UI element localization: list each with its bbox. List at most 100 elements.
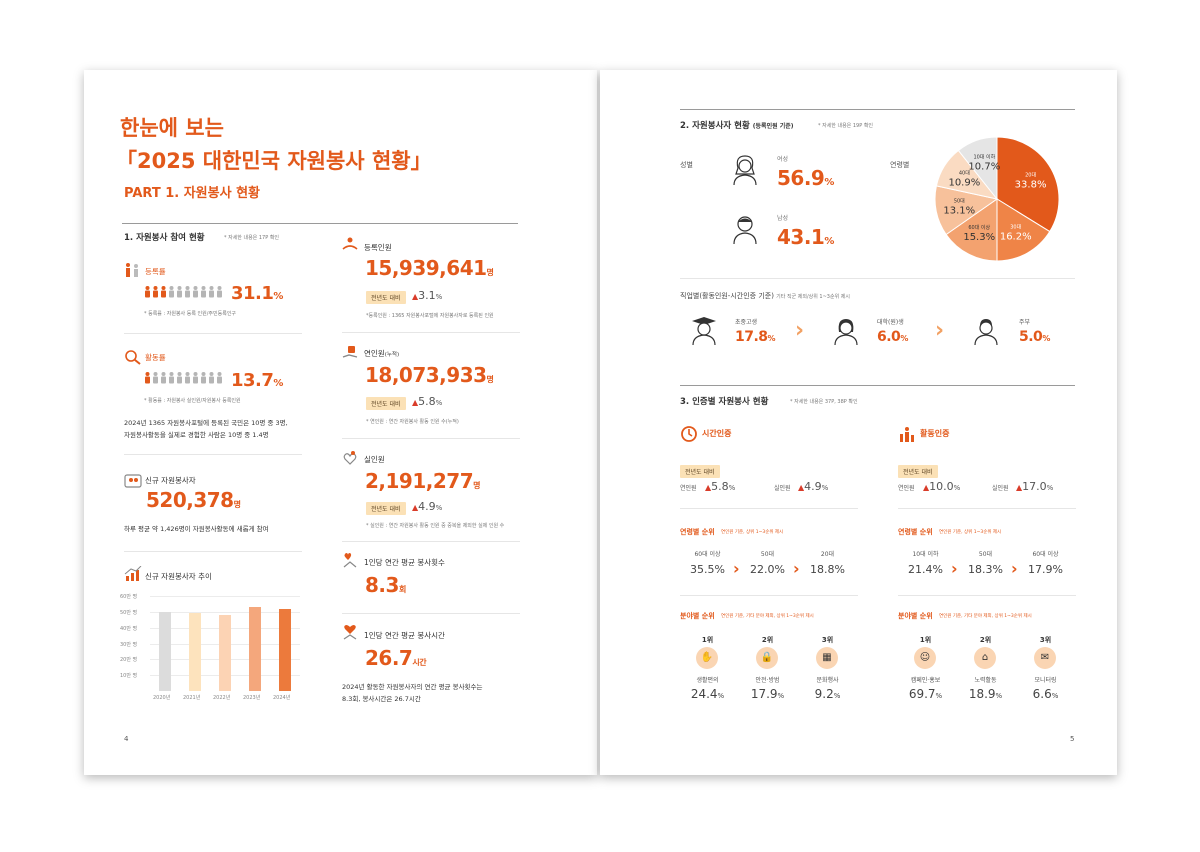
person-icon xyxy=(176,372,183,387)
activity-age-label: 50대 xyxy=(978,551,993,558)
x-tick-label: 2022년 xyxy=(213,695,231,701)
person-icon xyxy=(168,286,175,301)
homemaker-icon xyxy=(973,316,999,350)
chevron-right-icon: › xyxy=(951,559,958,578)
person-icon xyxy=(152,372,159,387)
activity-age-label: 60대 이상 xyxy=(1032,551,1059,558)
male-icon xyxy=(732,213,758,249)
activity-field-rank: 3위 xyxy=(1039,636,1052,644)
university-student-icon xyxy=(833,316,859,350)
pie-value: 15.3% xyxy=(963,232,995,243)
act-rate-desc: 2024년 1365 자원봉사포털에 등록된 국민은 10명 중 3명, 자원봉사… xyxy=(124,419,288,439)
pie-slice-60대 이상 xyxy=(945,198,998,262)
time-age-label: 60대 이상 xyxy=(694,551,721,558)
activity-field-label: 캠페인·홍보 xyxy=(910,677,941,684)
activity-field-value: 18.9% xyxy=(968,687,1003,701)
female-value: 56.9% xyxy=(777,166,834,190)
person-icon xyxy=(144,286,151,301)
reg-rate-people-icons xyxy=(144,286,224,301)
activity-field-label: 모니터링 xyxy=(1034,677,1057,684)
activity-c2-label: 실인원 xyxy=(992,485,1009,492)
new-volunteer-desc: 하루 평균 약 1,426명이 자원봉사활동에 새롭게 참여 xyxy=(124,525,269,533)
registered-note: *등록인원 : 1365 자원봉사포털에 자원봉사자로 등록된 인원 xyxy=(366,313,494,319)
time-c1-label: 연인원 xyxy=(680,485,697,492)
person-icon xyxy=(216,286,223,301)
divider xyxy=(680,278,1075,279)
y-tick-label: 50만 명 xyxy=(120,609,138,616)
pie-slice-30대 xyxy=(996,198,1051,262)
y-tick-label: 60만 명 xyxy=(120,594,138,600)
y-tick-label: 20만 명 xyxy=(120,657,138,664)
gridline xyxy=(150,596,300,597)
activity-field-note: 연인원 기준, 기타 분야 제외, 상위 1~3순위 제시 xyxy=(939,614,1032,619)
divider xyxy=(122,223,518,224)
registered-label: 등록인원 xyxy=(364,243,392,252)
chart-title: 신규 자원봉사자 추이 xyxy=(145,572,212,581)
x-tick-label: 2024년 xyxy=(273,695,291,701)
person-icon xyxy=(184,286,191,301)
time-cert-panel: 시간인증 전년도 대비 연인원 ▲5.8% 실인원 ▲4.9% 연령별 순위 연인원 기준, … xyxy=(680,425,860,715)
registered-value: 15,939,641명 xyxy=(365,256,494,280)
x-tick-label: 2023년 xyxy=(243,695,261,701)
divider xyxy=(680,508,858,509)
divider xyxy=(124,551,302,552)
person-icon xyxy=(192,286,199,301)
act-rate-note: * 활동률 : 자원봉사 실인원/자원봉사 등록인원 xyxy=(144,398,241,404)
cumulative-change: ▲5.8% xyxy=(412,395,443,408)
y-tick-label: 10만 명 xyxy=(120,673,138,680)
time-field-value: 24.4% xyxy=(690,687,725,701)
person-icon xyxy=(144,372,151,387)
pie-label: 40대 xyxy=(959,170,970,177)
bar-2022년 xyxy=(218,615,231,691)
chevron-right-icon: › xyxy=(795,318,805,343)
page-number: 4 xyxy=(124,735,129,743)
student-icon xyxy=(691,316,717,350)
section3-title: 3. 인증별 자원봉사 현황 xyxy=(680,397,769,407)
x-tick-label: 2020년 xyxy=(153,695,171,701)
job-value-1: 17.8% xyxy=(735,329,776,345)
left-page: 한눈에 보는 「2025 대한민국 자원봉사 현황」 PART 1. 자원봉사 … xyxy=(84,70,597,775)
time-field-icon: ✋ xyxy=(696,647,718,669)
divider xyxy=(898,595,1076,596)
reg-rate-label: 등록률 xyxy=(145,267,166,276)
female-label: 여성 xyxy=(777,156,789,163)
time-age-note: 연인원 기준, 상위 1~3순위 제시 xyxy=(721,530,784,535)
time-field-icon: ▦ xyxy=(816,647,838,669)
person-icon xyxy=(176,286,183,301)
job-value-2: 6.0% xyxy=(877,329,908,345)
activity-age-value: 17.9% xyxy=(1028,563,1063,576)
person-icon xyxy=(184,372,191,387)
person-icon xyxy=(216,372,223,387)
divider xyxy=(124,454,302,455)
yoy-badge: 전년도 대비 xyxy=(680,465,720,478)
time-field-icon: 🔒 xyxy=(756,647,778,669)
reg-rate-value: 31.1% xyxy=(231,283,283,304)
time-cert-title: 시간인증 xyxy=(702,429,732,438)
yoy-badge: 전년도 대비 xyxy=(898,465,938,478)
actual-note: * 실인원 : 연간 자원봉사 활동 인원 중 중복을 제외한 실제 인원 수 xyxy=(366,523,505,529)
activity-field-icon: ⌂ xyxy=(974,647,996,669)
cumulative-note: * 연인원 : 연간 자원봉사 활동 인원 수(누적) xyxy=(366,419,459,425)
pie-label: 30대 xyxy=(1010,224,1021,231)
activity-field-icon: ✉ xyxy=(1034,647,1056,669)
right-page: 2. 자원봉사자 현황 (등록인원 기준) * 자세한 내용은 19P 확인 성… xyxy=(600,70,1117,775)
time-field-label: 안전·방범 xyxy=(755,677,780,684)
person-icon xyxy=(208,286,215,301)
time-age-value: 35.5% xyxy=(690,563,725,576)
time-field-value: 9.2% xyxy=(814,687,841,701)
activity-field-value: 6.6% xyxy=(1032,687,1059,701)
new-volunteer-icon xyxy=(124,472,142,492)
chevron-right-icon: › xyxy=(1011,559,1018,578)
per-hours-desc: 2024년 활동한 자원봉사자의 연간 평균 봉사횟수는 8.3회, 봉사시간은 … xyxy=(342,683,483,703)
chevron-right-icon: › xyxy=(733,559,740,578)
heart-hand-icon xyxy=(342,450,358,470)
person-icon xyxy=(152,286,159,301)
activity-cert-icon xyxy=(898,425,916,447)
bar-2020년 xyxy=(158,611,171,691)
yoy-badge: 전년도 대비 xyxy=(366,502,406,515)
pie-label: 60대 이상 xyxy=(968,224,990,231)
heart-count-icon xyxy=(342,552,358,572)
section2-note: * 자세한 내용은 19P 확인 xyxy=(818,123,874,129)
time-age-title: 연령별 순위 xyxy=(680,528,715,536)
pie-value: 13.1% xyxy=(943,206,975,217)
